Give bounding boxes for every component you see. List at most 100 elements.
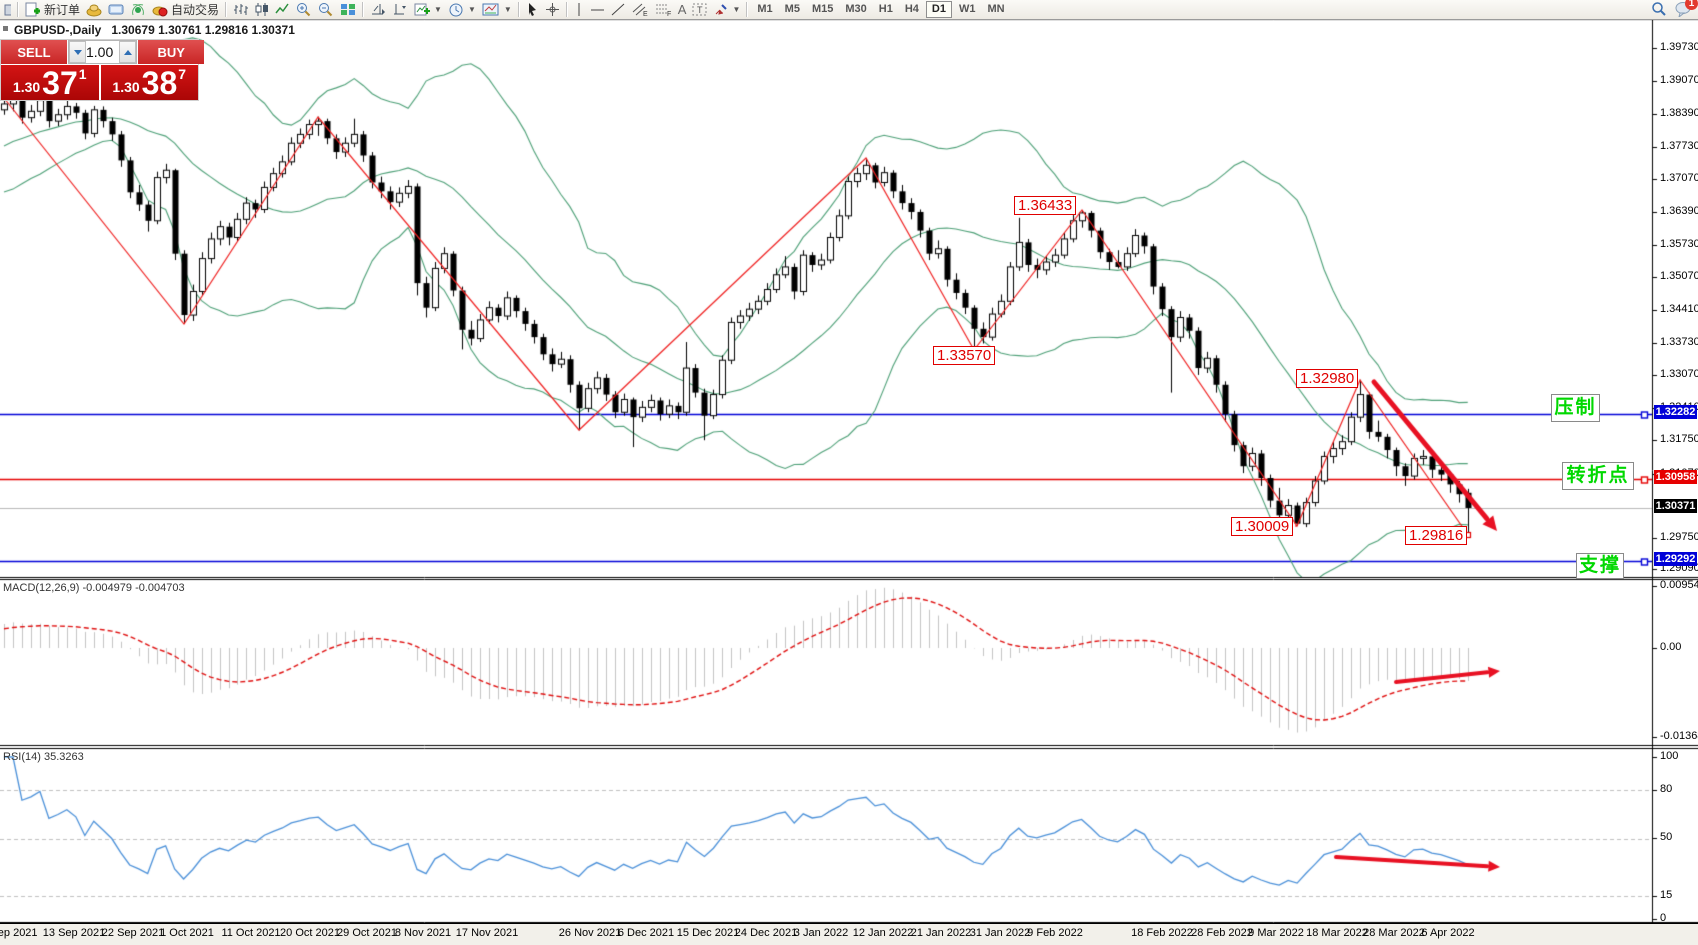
price-axis-tick: 1.35070 — [1660, 270, 1698, 282]
sell-button[interactable]: SELL — [1, 40, 67, 64]
profile-icon[interactable] — [83, 1, 105, 18]
market-watch-icon[interactable] — [105, 1, 127, 18]
timeframe-h4[interactable]: H4 — [904, 3, 919, 15]
date-axis-label: 18 Feb 2022 — [1131, 927, 1193, 939]
volume-increase-button[interactable] — [119, 41, 137, 63]
timeframe-m15[interactable]: M15 — [811, 3, 834, 15]
price-annotation-label[interactable]: 1.30009 — [1231, 517, 1294, 536]
vertical-line-tool[interactable] — [571, 1, 587, 18]
signal-icon[interactable] — [127, 1, 149, 18]
fibonacci-tool[interactable]: F — [652, 1, 675, 18]
symbol-period-label: GBPUSD-,Daily — [14, 23, 102, 37]
sell-price-tile[interactable]: 1.30 37 1 — [1, 65, 99, 100]
price-axis-tick: 1.34410 — [1660, 303, 1698, 315]
price-annotation-label[interactable]: 1.29816 — [1405, 526, 1468, 545]
price-annotation-label[interactable]: 1.33570 — [933, 346, 996, 365]
price-axis-tick: 1.38390 — [1660, 107, 1698, 119]
buy-price-tile[interactable]: 1.30 38 7 — [100, 65, 198, 101]
sell-price-big: 37 — [42, 65, 78, 101]
chat-icon[interactable]: 1 — [1675, 0, 1698, 20]
template-dropdown[interactable]: ▼ — [479, 1, 515, 18]
date-axis-label: 12 Jan 2022 — [852, 927, 914, 939]
date-axis-label: 1 Oct 2021 — [160, 927, 214, 939]
date-axis-label: 8 Nov 2021 — [394, 927, 452, 939]
date-axis-label: 6 Dec 2021 — [617, 927, 675, 939]
rsi-axis-tick: 0 — [1660, 912, 1667, 924]
volume-decrease-button[interactable] — [69, 41, 86, 63]
date-axis-label: 20 Oct 2021 — [280, 927, 340, 939]
window-icon[interactable] — [0, 1, 14, 18]
date-axis-label: 15 Dec 2021 — [676, 927, 740, 939]
level-name-label[interactable]: 压制 — [1551, 394, 1600, 422]
auto-trading-label: 自动交易 — [171, 3, 220, 17]
volume-input[interactable]: 1.00 — [86, 44, 114, 60]
price-annotation-label[interactable]: 1.32980 — [1296, 369, 1359, 388]
separator — [17, 2, 19, 17]
new-order-button[interactable]: 新订单 — [22, 1, 83, 18]
timeframe-m1[interactable]: M1 — [757, 3, 773, 15]
buy-button[interactable]: BUY — [138, 40, 205, 64]
candlestick-chart-icon[interactable] — [251, 1, 272, 18]
chart-shift-icon[interactable] — [389, 1, 411, 18]
svg-text:E: E — [643, 11, 648, 17]
shapes-dropdown[interactable]: ▼ — [711, 1, 743, 18]
ohlc-values: 1.30679 1.30761 1.29816 1.30371 — [111, 23, 295, 37]
zoom-in-icon[interactable] — [293, 1, 315, 18]
auto-trading-button[interactable]: 自动交易 — [149, 1, 222, 18]
level-name-label[interactable]: 支撑 — [1576, 553, 1624, 579]
trendline-tool[interactable] — [608, 1, 629, 18]
timeframe-d1[interactable]: D1 — [925, 1, 952, 18]
auto-scroll-icon[interactable] — [367, 1, 389, 18]
date-axis-label: 9 Mar 2022 — [1248, 927, 1304, 939]
line-chart-icon[interactable] — [272, 1, 293, 18]
label-tool[interactable]: T — [689, 1, 711, 18]
separator — [565, 2, 568, 17]
crosshair-icon[interactable] — [542, 1, 563, 18]
zoom-out-icon[interactable] — [315, 1, 337, 18]
macd-axis-tick: 0.00 — [1660, 641, 1682, 653]
timeframe-h1[interactable]: H1 — [878, 3, 893, 15]
price-axis-tick: 1.29750 — [1660, 531, 1698, 543]
search-icon[interactable] — [1651, 1, 1667, 20]
price-level-badge: 1.29292 — [1654, 552, 1697, 566]
buy-price-big: 38 — [141, 65, 178, 101]
date-axis-label: 28 Mar 2022 — [1363, 927, 1425, 939]
timeframe-mn[interactable]: MN — [987, 3, 1005, 15]
sell-price-base: 1.30 — [12, 79, 41, 95]
date-axis-strip[interactable] — [0, 923, 1698, 945]
price-axis-tick: 1.35730 — [1660, 238, 1698, 250]
rsi-axis-tick: 15 — [1660, 889, 1673, 901]
timeframe-m30[interactable]: M30 — [845, 3, 867, 15]
date-axis-label: 11 Oct 2021 — [221, 927, 281, 939]
date-axis-label: 31 Jan 2022 — [969, 927, 1031, 939]
tile-windows-icon[interactable] — [337, 1, 359, 18]
period-dropdown[interactable]: ▼ — [445, 1, 479, 18]
timeframe-m5[interactable]: M5 — [784, 3, 800, 15]
rsi-axis-tick: 50 — [1660, 831, 1673, 843]
macd-axis-tick: 0.009543 — [1660, 579, 1698, 591]
date-axis-label: 26 Nov 2021 — [558, 927, 622, 939]
horizontal-line-tool[interactable] — [587, 1, 608, 18]
rsi-axis-tick: 100 — [1660, 750, 1679, 762]
cursor-icon[interactable] — [523, 1, 542, 18]
notification-badge: 1 — [1685, 0, 1698, 10]
triangle-up-icon — [123, 49, 132, 55]
separator — [746, 2, 749, 17]
channel-tool[interactable]: E — [629, 1, 652, 18]
date-axis-label: 13 Sep 2021 — [42, 927, 106, 939]
triangle-down-icon — [73, 49, 82, 55]
price-annotation-label[interactable]: 1.36433 — [1014, 196, 1077, 215]
timeframe-w1[interactable]: W1 — [958, 3, 976, 15]
level-name-label[interactable]: 转折点 — [1562, 462, 1634, 490]
one-click-trading-panel: SELL 1.00 BUY 1.30 37 1 1.30 38 7 — [0, 39, 205, 101]
price-axis-tick: 1.33070 — [1660, 368, 1698, 380]
bar-chart-icon[interactable] — [230, 1, 251, 18]
separator — [517, 2, 520, 17]
chart-title: GBPUSD-,Daily 1.30679 1.30761 1.29816 1.3… — [14, 23, 295, 37]
date-axis-label: 28 Feb 2022 — [1191, 927, 1253, 939]
macd-indicator-label: MACD(12,26,9) -0.004979 -0.004703 — [3, 582, 185, 594]
text-tool[interactable]: A — [677, 2, 687, 17]
new-chart-dropdown[interactable]: ▼ — [411, 1, 445, 18]
